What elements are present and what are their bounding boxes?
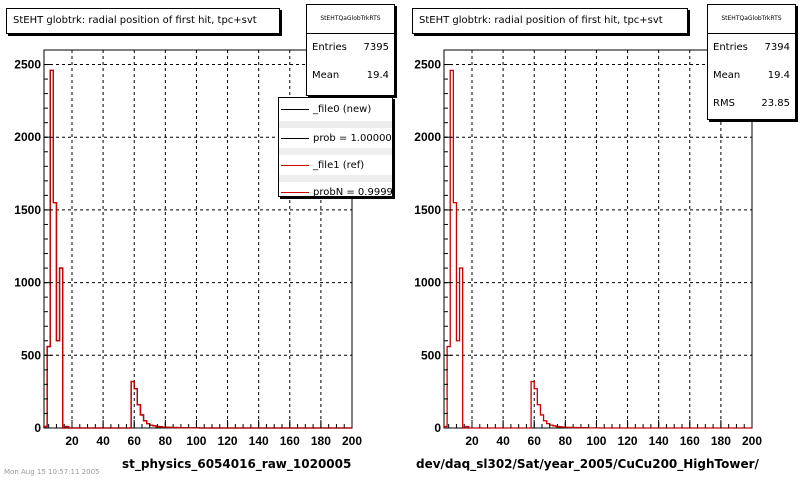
x-tick-label: 100	[586, 434, 606, 448]
x-tick-label: 120	[218, 434, 238, 448]
stats-value: 19.4	[767, 70, 790, 81]
x-tick-label: 60	[528, 434, 542, 448]
y-tick-label: 2000	[14, 130, 41, 144]
x-tick-label: 200	[742, 434, 762, 448]
y-tick-label: 0	[34, 421, 41, 435]
x-tick-label: 40	[496, 434, 510, 448]
x-tick-label: 200	[342, 434, 362, 448]
histogram-panel-right: 20 40 60 80 100 120 140 160 180 200 0 500 1000 1500 20…	[400, 0, 800, 480]
legend-label: _file1 (ref)	[313, 159, 365, 171]
legend-item: probN = 0.999974	[279, 182, 393, 197]
histogram-plot-left: 20 40 60 80 100 120 140 160 180 20005001000150020…	[14, 49, 362, 448]
histogram-series	[43, 69, 352, 429]
x-tick-label: 160	[680, 434, 700, 448]
y-tick-label: 500	[21, 348, 41, 362]
y-tick-label: 1500	[414, 203, 441, 217]
stats-value: 7395	[363, 42, 389, 53]
stats-label: RMS	[713, 98, 735, 109]
x-tick-label: 20	[465, 434, 479, 448]
legend-line-black-icon	[281, 137, 309, 139]
stats-value: 23.85	[761, 98, 790, 109]
legend-label: probN = 0.999974	[313, 186, 393, 197]
histogram-plot-right: 20 40 60 80 100 120 140 160 180 20005001000150020…	[414, 49, 762, 448]
x-tick-label: 180	[711, 434, 731, 448]
stats-value: 7394	[764, 42, 790, 53]
x-tick-label: 80	[559, 434, 573, 448]
x-tick-label: 120	[618, 434, 638, 448]
x-tick-label: 100	[186, 434, 206, 448]
x-axis-label-right: dev/daq_sl302/Sat/year_2005/CuCu200_High…	[416, 457, 759, 471]
stats-label: Mean	[713, 70, 741, 81]
stats-label: Mean	[312, 70, 340, 81]
legend-item: prob = 1.000000	[279, 128, 392, 148]
y-tick-label: 500	[421, 348, 441, 362]
legend-label: prob = 1.000000	[313, 132, 393, 144]
x-axis-label-left: st_physics_6054016_raw_1020005	[122, 457, 352, 471]
legend-item: _file1 (ref)	[279, 155, 392, 175]
x-tick-label: 140	[249, 434, 269, 448]
x-tick-label: 180	[311, 434, 331, 448]
stats-row-mean-right: Mean 19.4	[708, 62, 795, 90]
histogram-panel-left: 20 40 60 80 100 120 140 160 180 200 0 500 1000 1500 20…	[6, 4, 395, 471]
legend-line-black-icon	[281, 109, 309, 110]
y-tick-label: 2500	[414, 58, 441, 72]
legend-line-red-icon	[281, 191, 309, 193]
stats-row-entries-right: Entries 7394	[708, 34, 795, 62]
x-tick-label: 160	[280, 434, 300, 448]
x-tick-label: 40	[96, 434, 110, 448]
y-tick-label: 0	[434, 421, 441, 435]
plot-title-right: StEHT globtrk: radial position of first …	[412, 8, 688, 34]
y-tick-label: 2500	[14, 58, 41, 72]
stats-row-rms-right: RMS 23.85	[708, 90, 795, 118]
stats-header-right: StEHTQaGlobTrkRTS	[708, 5, 795, 34]
histogram-series	[443, 69, 752, 429]
stats-value: 19.4	[366, 70, 389, 81]
timestamp-text: Mon Aug 15 10:57:11 2005	[4, 468, 100, 476]
x-tick-label: 140	[649, 434, 669, 448]
x-tick-label: 80	[159, 434, 173, 448]
legend-item: _file0 (new)	[279, 98, 392, 121]
stats-box-right: StEHTQaGlobTrkRTS Entries 7394 Mean 19.4…	[707, 4, 796, 120]
y-tick-label: 1000	[14, 276, 41, 290]
plot-frame	[443, 49, 753, 429]
plot-title-left: StEHT globtrk: radial position of first …	[6, 8, 280, 34]
legend-box: _file0 (new) prob = 1.000000 _file1 (ref…	[278, 97, 393, 197]
x-tick-label: 20	[65, 434, 79, 448]
legend-label: _file0 (new)	[313, 104, 372, 115]
stats-row-mean-left: Mean 19.4	[307, 62, 394, 90]
stats-label: Entries	[312, 42, 347, 53]
stats-row-entries-left: Entries 7395	[307, 34, 394, 62]
y-tick-label: 2000	[414, 130, 441, 144]
stats-header-left: StEHTQaGlobTrkRTS	[307, 5, 394, 34]
y-tick-label: 1000	[414, 276, 441, 290]
stats-label: Entries	[713, 42, 748, 53]
y-tick-label: 1500	[14, 203, 41, 217]
stats-box-left: StEHTQaGlobTrkRTS Entries 7395 Mean 19.4	[306, 4, 395, 96]
legend-line-red-icon	[281, 164, 309, 166]
x-tick-label: 60	[128, 434, 142, 448]
